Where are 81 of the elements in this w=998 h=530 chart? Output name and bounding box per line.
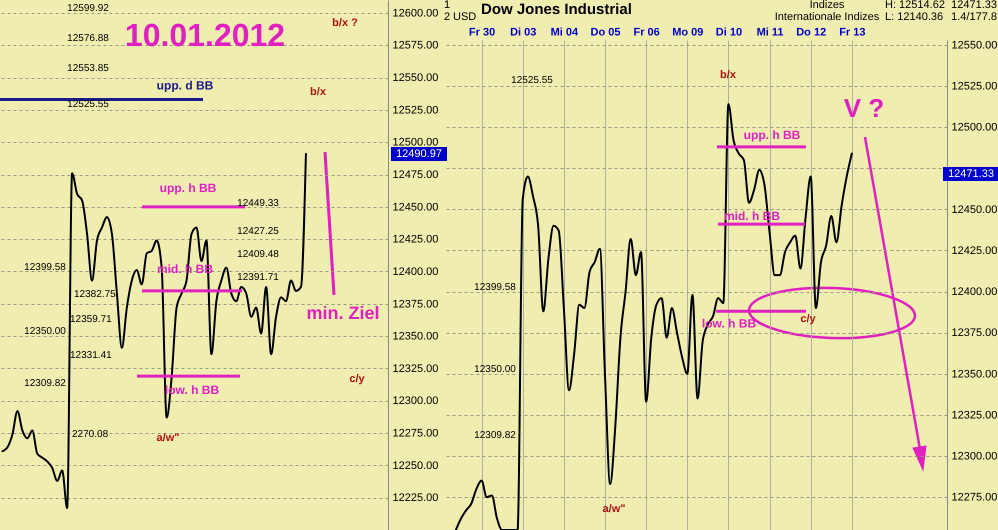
annotation: 12309.82 — [24, 378, 66, 389]
y-tick-label: 12575.00 — [392, 40, 438, 52]
annotation: b/x — [310, 86, 327, 98]
y-tick-label: 12275.00 — [392, 428, 438, 440]
annotation: b/x — [720, 69, 737, 81]
annotation: 2270.08 — [72, 429, 109, 440]
y-tick-label: 12425.00 — [392, 234, 438, 246]
y-tick-label: 12475.00 — [392, 169, 438, 182]
y-tick-label: 12500.00 — [392, 136, 438, 149]
y-tick-label: 12550.00 — [392, 72, 438, 84]
x-tick-label: Fr 06 — [633, 26, 660, 38]
annotation: 12525.55 — [511, 75, 554, 86]
y-tick-label: 12225.00 — [392, 492, 438, 504]
x-tick-label: Mi 04 — [550, 26, 579, 38]
x-tick-label: Di 10 — [716, 26, 742, 38]
annotation: 12553.85 — [67, 63, 110, 74]
annotation: 12409.48 — [237, 249, 280, 260]
y-tick-label: 12325.00 — [952, 409, 998, 422]
x-tick-label: Mo 09 — [672, 26, 704, 38]
y-tick-label: 12400.00 — [392, 266, 438, 278]
annotation: 12449.33 — [237, 198, 280, 209]
chart-title: Dow Jones Industrial — [481, 1, 632, 18]
text: 1.4/177.8 — [951, 11, 997, 23]
x-tick-label: Mi 11 — [756, 26, 784, 38]
y-tick-label: 12525.00 — [952, 80, 998, 93]
x-tick-label: Di 03 — [510, 26, 536, 38]
y-tick-label: 12525.00 — [392, 104, 438, 116]
y-tick-label: 12375.00 — [392, 298, 438, 310]
text: 12490.97 — [396, 148, 442, 160]
annotation: 12391.71 — [237, 272, 280, 283]
annotation: 12382.75 — [74, 289, 116, 300]
ref-line-label: upp. h BB — [160, 180, 217, 195]
x-tick-label: Fr 13 — [839, 26, 866, 38]
annotation: 12399.58 — [24, 262, 66, 273]
text: 2 — [444, 11, 450, 23]
text: Internationale Indizes — [774, 11, 880, 23]
text: USD — [453, 11, 476, 23]
y-tick-label: 12350.00 — [392, 330, 438, 343]
annotation: b/x ? — [332, 17, 358, 29]
annotation: a/w" — [602, 503, 626, 515]
annotation: 12350.00 — [24, 326, 66, 337]
y-tick-label: 12400.00 — [952, 286, 998, 298]
y-tick-label: 12450.00 — [952, 204, 998, 216]
y-tick-label: 12250.00 — [392, 460, 438, 472]
annotation: 12350.00 — [474, 364, 516, 375]
y-tick-label: 12450.00 — [392, 201, 438, 214]
text: 12471.33 — [951, 0, 997, 11]
y-tick-label: 12500.00 — [952, 122, 998, 134]
annotation: 12309.82 — [474, 430, 516, 441]
ref-line-label: upp. d BB — [156, 78, 214, 93]
y-tick-label: 12600.00 — [392, 7, 438, 20]
x-tick-label: Do 12 — [796, 26, 826, 38]
text: 1 — [444, 0, 450, 11]
y-tick-label: 12300.00 — [952, 450, 998, 463]
y-tick-label: 12350.00 — [952, 368, 998, 380]
y-tick-label: 12375.00 — [952, 327, 998, 340]
annotation: a/w" — [156, 432, 180, 444]
annotation: min. Ziel — [306, 303, 380, 323]
y-tick-label: 12550.00 — [952, 39, 998, 52]
annotation: 12399.58 — [474, 282, 516, 293]
x-tick-label: Fr 30 — [468, 26, 496, 38]
y-tick-label: 12275.00 — [952, 492, 998, 504]
annotation: c/y — [349, 373, 366, 385]
y-tick-label: 12425.00 — [952, 244, 998, 257]
annotation: 12576.88 — [67, 33, 110, 44]
text: 12471.33 — [948, 168, 994, 180]
y-tick-label: 12300.00 — [392, 395, 438, 408]
annotation: c/y — [800, 313, 817, 325]
annotation: 12427.25 — [237, 226, 280, 237]
y-tick-label: 12325.00 — [392, 362, 438, 375]
annotation: 12331.41 — [70, 350, 112, 361]
x-tick-label: Do 05 — [590, 26, 620, 38]
ref-line-label: upp. h BB — [744, 128, 801, 142]
annotation: V ? — [844, 93, 884, 123]
text: 10.01.2012 — [124, 17, 286, 53]
text: H: 12514.62 — [885, 0, 945, 11]
text: Indizes — [810, 0, 845, 11]
line-series — [1, 152, 307, 510]
text: L: 12140.36 — [885, 11, 944, 23]
annotation: 12525.55 — [67, 99, 110, 110]
annotation: 12599.92 — [67, 3, 110, 14]
